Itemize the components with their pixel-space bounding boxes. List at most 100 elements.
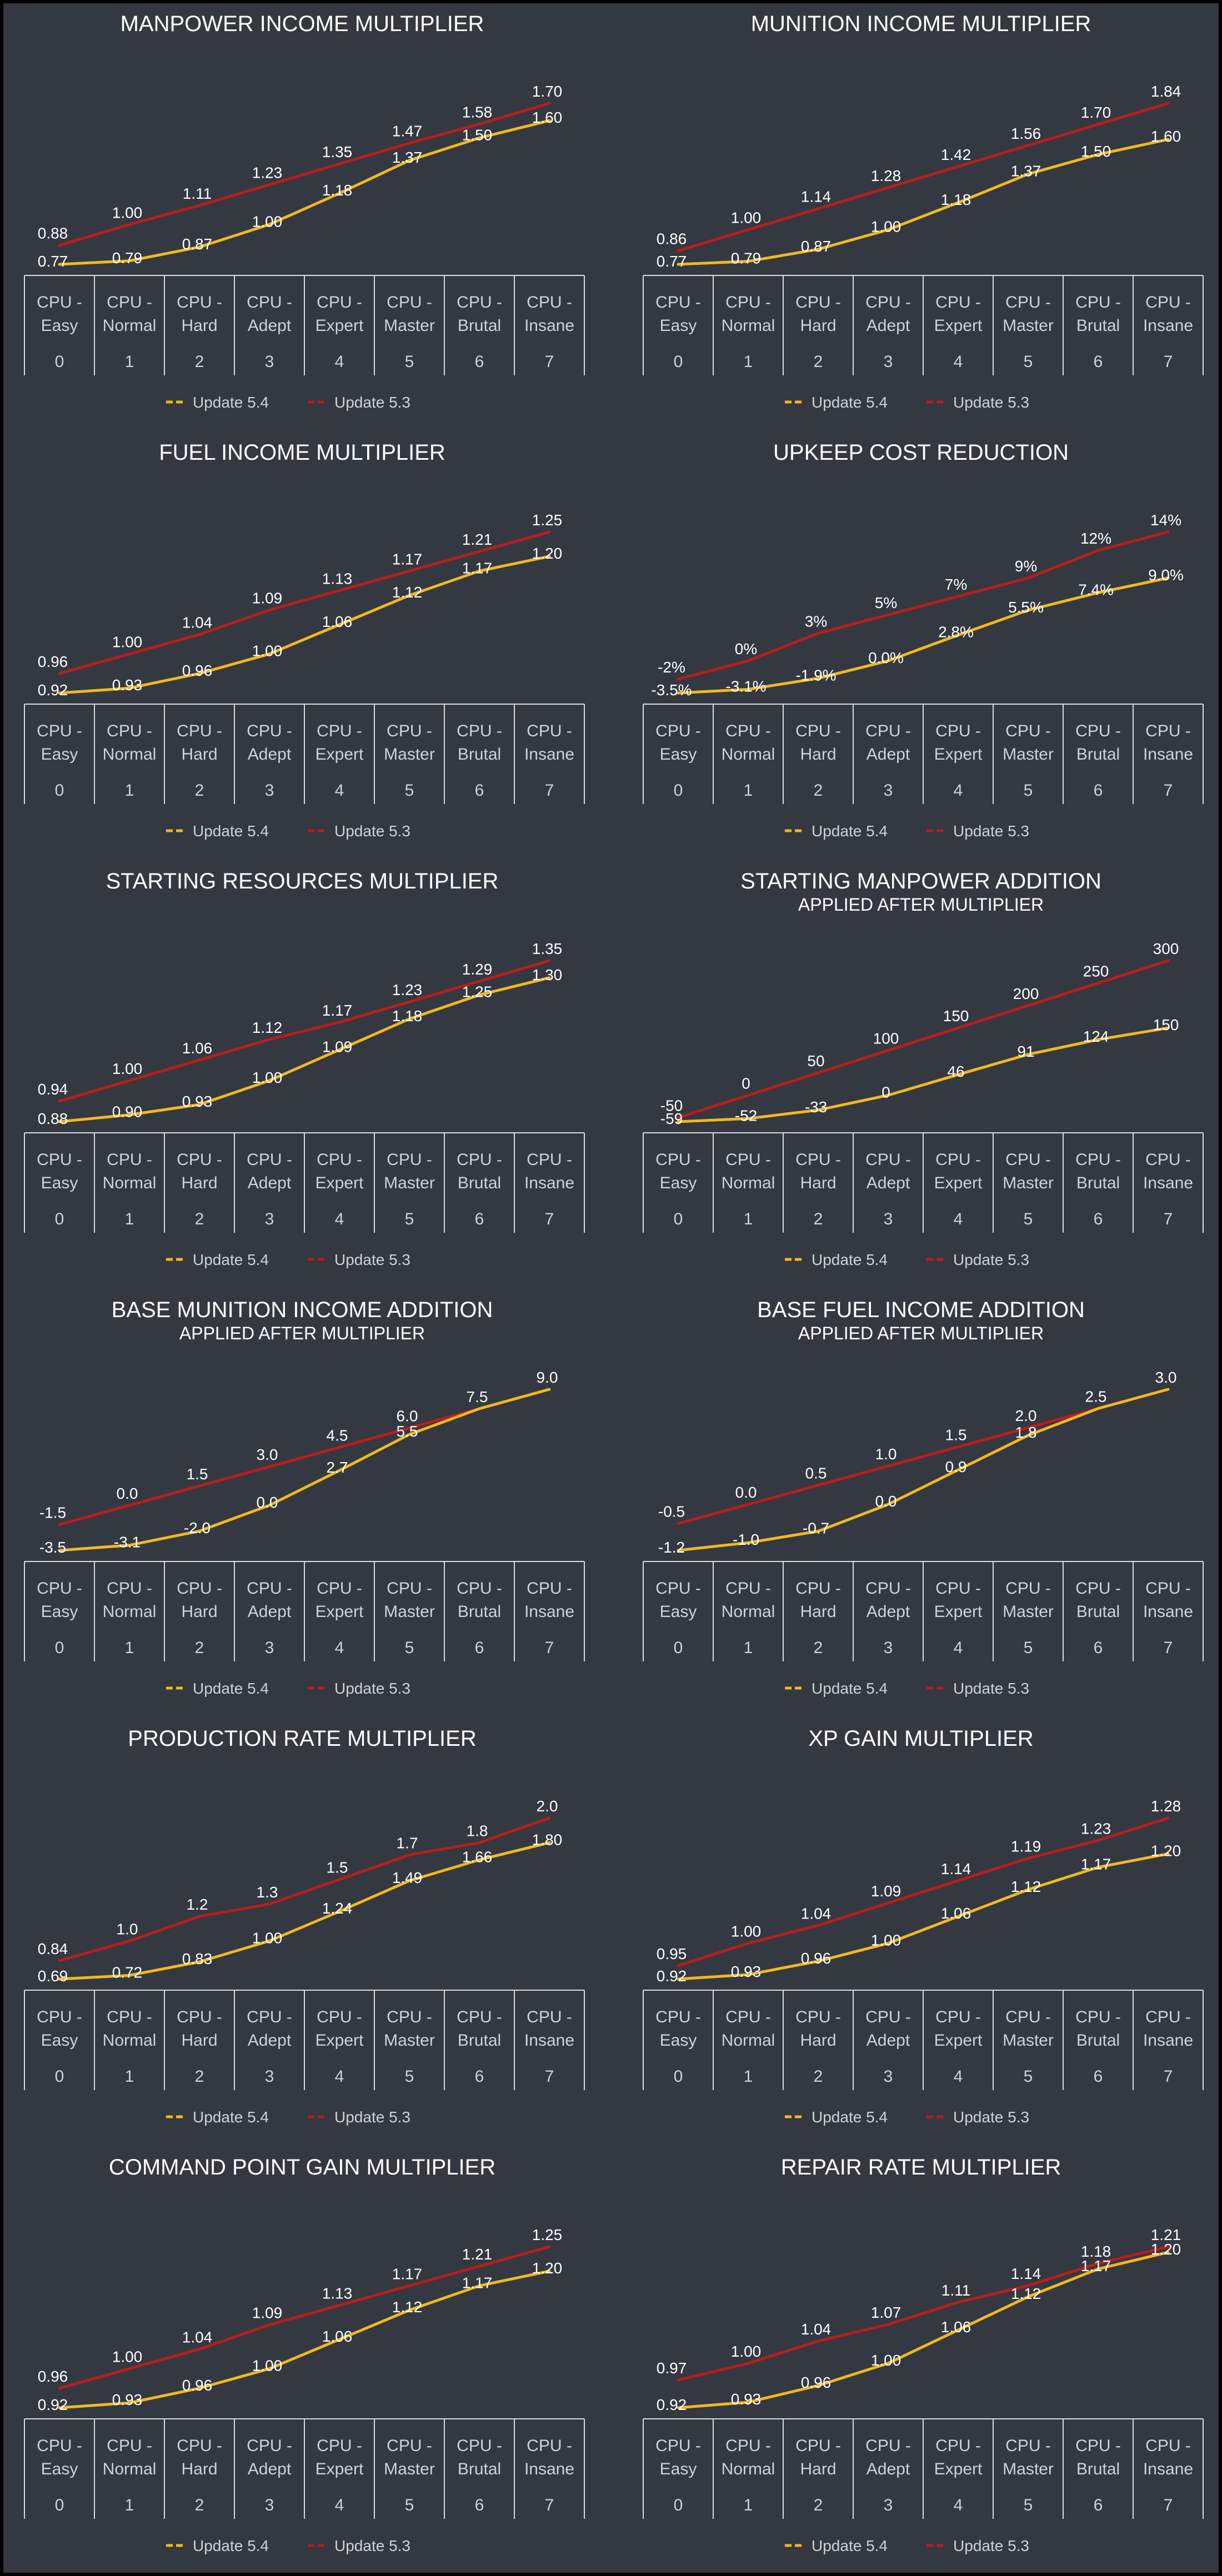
data-label: 9.0 bbox=[537, 1369, 558, 1386]
data-label: 0.93 bbox=[112, 2391, 143, 2408]
category-label: CPU -Easy bbox=[37, 1151, 82, 1192]
category-index: 6 bbox=[475, 1210, 484, 1228]
category-label: CPU -Hard bbox=[795, 722, 841, 764]
data-label: 1.23 bbox=[1081, 1820, 1111, 1837]
category-index: 6 bbox=[475, 781, 484, 800]
category-label: CPU -Master bbox=[384, 293, 435, 335]
data-label: 1.60 bbox=[532, 109, 563, 126]
data-label: 1.25 bbox=[532, 2226, 563, 2243]
category-index: 5 bbox=[1024, 1639, 1033, 1657]
data-label: 1.21 bbox=[462, 2246, 493, 2263]
category-label: CPU -Hard bbox=[177, 1579, 222, 1621]
data-label: -1.2 bbox=[658, 1539, 685, 1556]
data-label: 1.24 bbox=[322, 1900, 353, 1917]
data-label: 1.35 bbox=[322, 143, 353, 160]
legend-item-update-5-4: Update 5.4 bbox=[166, 1251, 269, 1268]
data-label: 1.47 bbox=[392, 123, 423, 140]
series-line-update-5-4 bbox=[677, 2251, 1170, 2409]
category-label: CPU -Easy bbox=[655, 2008, 701, 2050]
legend-label: Update 5.3 bbox=[334, 1251, 410, 1268]
category-index: 1 bbox=[744, 1210, 753, 1228]
data-label: 150 bbox=[1153, 1016, 1179, 1033]
chart-title: PRODUCTION RATE MULTIPLIER bbox=[128, 1726, 476, 1751]
legend-label: Update 5.4 bbox=[812, 2108, 888, 2126]
data-label: 1.09 bbox=[871, 1882, 902, 1900]
category-label: CPU -Adept bbox=[247, 2008, 292, 2050]
data-label: 0.92 bbox=[38, 681, 68, 699]
legend-item-update-5-4: Update 5.4 bbox=[785, 2537, 888, 2554]
category-label: CPU -Normal bbox=[103, 2008, 157, 2050]
category-label: CPU -Easy bbox=[37, 722, 82, 764]
data-label: 1.04 bbox=[182, 614, 213, 631]
category-index: 2 bbox=[195, 1639, 204, 1657]
data-label: -52 bbox=[735, 1107, 757, 1124]
category-index: 0 bbox=[674, 1210, 683, 1228]
category-index: 6 bbox=[475, 2067, 484, 2086]
category-index: 5 bbox=[1024, 2067, 1033, 2086]
legend-label: Update 5.3 bbox=[334, 1680, 410, 1697]
data-label: 1.12 bbox=[392, 2298, 423, 2316]
data-label: 9.0% bbox=[1148, 566, 1184, 584]
category-index: 3 bbox=[884, 2067, 893, 2086]
category-label: CPU -Adept bbox=[865, 2008, 911, 2050]
category-index: 4 bbox=[335, 781, 344, 800]
category-label: CPU -Hard bbox=[177, 2437, 222, 2478]
category-index: 2 bbox=[814, 1639, 823, 1657]
series-line-update-5-4 bbox=[58, 1388, 551, 1552]
category-label: CPU -Adept bbox=[865, 1151, 911, 1192]
series-line-update-5-4 bbox=[58, 555, 551, 695]
category-label: CPU -Normal bbox=[722, 293, 775, 335]
data-label: 0.86 bbox=[657, 230, 687, 248]
data-label: 1.20 bbox=[1151, 2241, 1181, 2258]
category-label: CPU -Master bbox=[1003, 293, 1054, 335]
category-index: 5 bbox=[405, 781, 414, 800]
category-label: CPU -Expert bbox=[934, 2437, 983, 2478]
data-label: 1.28 bbox=[1151, 1797, 1181, 1815]
chart-title: STARTING MANPOWER ADDITION bbox=[740, 869, 1101, 893]
legend-label: Update 5.3 bbox=[334, 2108, 410, 2126]
category-index: 3 bbox=[265, 2067, 274, 2086]
category-index: 4 bbox=[954, 2496, 963, 2514]
category-index: 7 bbox=[1164, 2496, 1173, 2514]
data-label: 50 bbox=[807, 1052, 824, 1069]
data-label: 5.5 bbox=[397, 1423, 418, 1440]
data-label: -33 bbox=[805, 1098, 827, 1116]
legend-item-update-5-4: Update 5.4 bbox=[785, 822, 888, 840]
category-index: 0 bbox=[55, 781, 64, 800]
category-label: CPU -Normal bbox=[103, 293, 157, 335]
category-label: CPU -Expert bbox=[934, 722, 983, 764]
legend-label: Update 5.3 bbox=[953, 822, 1029, 840]
data-label: 1.5 bbox=[945, 1427, 967, 1444]
category-label: CPU -Insane bbox=[524, 2008, 574, 2050]
category-label: CPU -Hard bbox=[795, 1579, 841, 1621]
data-label: 0.96 bbox=[38, 2368, 68, 2385]
chart-sheet: MANPOWER INCOME MULTIPLIER 0.77 0.79 0.87 1.… bbox=[3, 3, 1219, 2573]
category-label: CPU -Easy bbox=[655, 1579, 701, 1621]
data-label: 0.5 bbox=[805, 1465, 827, 1482]
category-index: 1 bbox=[125, 1210, 134, 1228]
category-label: CPU -Expert bbox=[934, 2008, 983, 2050]
category-index: 1 bbox=[744, 1639, 753, 1657]
category-label: CPU -Expert bbox=[934, 293, 983, 335]
data-label: 1.30 bbox=[532, 966, 563, 983]
legend-label: Update 5.4 bbox=[812, 822, 888, 840]
data-label: 0.0 bbox=[735, 1484, 757, 1501]
legend-label: Update 5.3 bbox=[334, 394, 410, 411]
chart-title: STARTING RESOURCES MULTIPLIER bbox=[106, 869, 499, 893]
category-index: 6 bbox=[1094, 2067, 1103, 2086]
category-index: 1 bbox=[125, 2496, 134, 2514]
category-label: CPU -Brutal bbox=[457, 2008, 502, 2050]
legend-label: Update 5.3 bbox=[334, 2537, 410, 2554]
data-label: 0 bbox=[742, 1074, 750, 1092]
data-label: 7% bbox=[945, 576, 967, 593]
data-label: 0.87 bbox=[182, 235, 213, 253]
category-label: CPU -Insane bbox=[1143, 2437, 1193, 2478]
category-label: CPU -Master bbox=[1003, 1579, 1054, 1621]
category-index: 2 bbox=[814, 2067, 823, 2086]
data-label: 0.0 bbox=[117, 1485, 138, 1502]
series-line-update-5-3 bbox=[58, 102, 551, 247]
category-index: 6 bbox=[1094, 2496, 1103, 2514]
data-label: 1.06 bbox=[322, 2328, 353, 2345]
data-label: 250 bbox=[1083, 962, 1109, 980]
